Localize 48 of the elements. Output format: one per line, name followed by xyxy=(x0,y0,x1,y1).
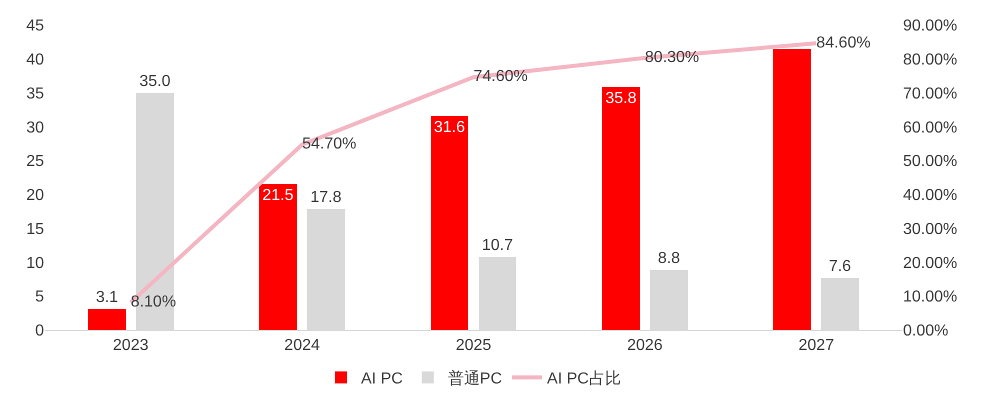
data-label: 8.8 xyxy=(658,250,680,267)
legend-label: 普通PC xyxy=(448,370,502,388)
y2-tick-label: 60.00% xyxy=(903,119,958,136)
y-tick-label: 45 xyxy=(26,18,44,35)
y2-tick-label: 90.00% xyxy=(903,18,958,35)
data-label: 31.6 xyxy=(434,119,466,136)
x-tick-label: 2023 xyxy=(112,337,149,354)
data-label: 35.8 xyxy=(605,90,637,107)
x-tick-label: 2024 xyxy=(284,337,320,354)
y-tick-label: 30 xyxy=(26,119,44,136)
y-tick-label: 20 xyxy=(26,187,44,204)
data-label: 74.60% xyxy=(474,68,528,86)
data-label: 84.60% xyxy=(816,34,871,52)
data-label: 35.0 xyxy=(139,73,171,90)
data-label: 54.70% xyxy=(302,136,356,153)
y2-tick-label: 30.00% xyxy=(903,220,958,238)
x-tick-label: 2027 xyxy=(798,337,834,354)
data-label: 21.5 xyxy=(262,187,294,204)
y-tick-label: 5 xyxy=(35,288,44,306)
y-tick-label: 15 xyxy=(26,220,44,238)
y2-tick-label: 10.00% xyxy=(903,288,958,306)
bar xyxy=(88,309,126,330)
y2-tick-label: 50.00% xyxy=(903,153,958,170)
y2-tick-label: 0.00% xyxy=(903,322,948,340)
x-tick-label: 2025 xyxy=(456,337,492,354)
legend-label: AI PC xyxy=(361,370,403,388)
y-tick-label: 10 xyxy=(26,254,44,272)
data-label: 80.30% xyxy=(644,48,700,66)
line-series xyxy=(128,41,818,305)
y-tick-label: 35 xyxy=(26,85,44,102)
y2-tick-label: 20.00% xyxy=(903,254,958,272)
y2-tick-label: 80.00% xyxy=(903,51,958,68)
data-label: 8.10% xyxy=(130,294,176,311)
legend-label: AI PC占比 xyxy=(547,370,621,388)
data-label: 10.7 xyxy=(482,237,514,254)
bar xyxy=(259,184,297,330)
bar xyxy=(431,116,468,330)
y2-tick-label: 40.00% xyxy=(903,187,958,204)
data-label: 17.8 xyxy=(310,189,342,206)
bar xyxy=(602,87,640,330)
y2-tick-label: 70.00% xyxy=(903,85,958,102)
y-tick-label: 0 xyxy=(35,322,44,340)
x-tick-label: 2026 xyxy=(627,337,663,354)
data-label: 7.6 xyxy=(828,258,852,275)
y-tick-label: 40 xyxy=(26,51,44,68)
y-tick-label: 25 xyxy=(26,153,44,170)
bar xyxy=(773,49,811,330)
data-label: 3.1 xyxy=(96,289,118,306)
